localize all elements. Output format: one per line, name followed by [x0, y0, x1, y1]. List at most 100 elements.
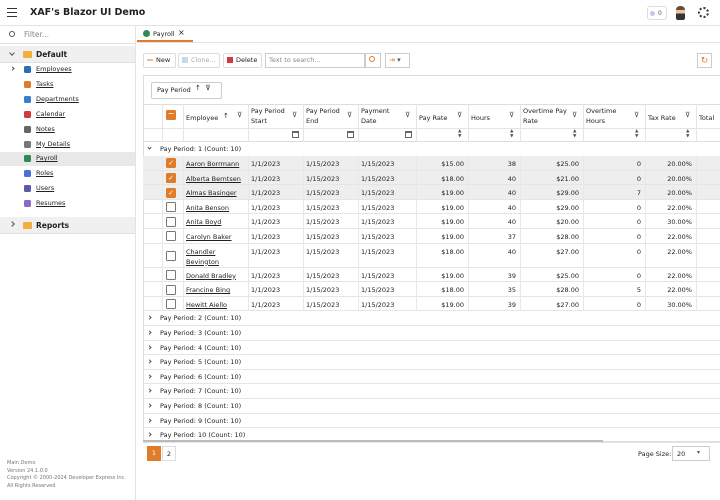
export-button[interactable]: ⇥ ▾ — [385, 53, 410, 68]
column-header[interactable]: Overtime Pay Rate — [523, 107, 567, 125]
cell-divider — [248, 214, 249, 229]
row-checkbox[interactable] — [166, 250, 176, 261]
refresh-button[interactable]: ↻ — [697, 53, 712, 68]
nav-group[interactable] — [0, 46, 135, 63]
employee-link[interactable]: Francine Bing — [186, 286, 231, 295]
nav-item[interactable]: Calendar — [36, 109, 66, 118]
column-filter[interactable]: ⊽ — [685, 111, 691, 119]
data-row[interactable] — [143, 244, 720, 268]
page-button[interactable]: 1 — [147, 446, 161, 461]
new-button[interactable] — [143, 53, 176, 68]
column-header[interactable]: Hours — [471, 114, 491, 122]
row-checkbox[interactable] — [166, 299, 176, 310]
group-row[interactable] — [143, 341, 720, 356]
delete-button-label: Delete — [236, 56, 258, 64]
data-row[interactable] — [143, 185, 720, 200]
employee-link[interactable]: Donald Bradley — [186, 271, 236, 280]
employee-link[interactable]: Anita Boyd — [186, 218, 222, 227]
row-checkbox[interactable]: ✓ — [166, 158, 176, 169]
column-filter[interactable]: ⊽ — [347, 111, 353, 119]
data-row[interactable] — [143, 229, 720, 244]
notification-badge[interactable]: 0 — [647, 6, 667, 20]
nav-item[interactable]: My Details — [36, 139, 71, 148]
nav-item[interactable]: Users — [36, 184, 55, 193]
group-row[interactable] — [143, 399, 720, 414]
cell-divider — [358, 185, 359, 200]
employee-link[interactable]: Carolyn Baker — [186, 233, 232, 241]
search-input[interactable] — [265, 53, 365, 68]
data-row[interactable] — [143, 170, 720, 186]
column-divider — [696, 104, 697, 142]
column-header[interactable]: Pay Period End — [306, 107, 340, 125]
group-row[interactable] — [143, 428, 720, 443]
column-header[interactable]: Total — [699, 114, 715, 122]
nav-item[interactable]: Notes — [36, 124, 55, 133]
column-header[interactable]: Payment Date — [361, 107, 390, 125]
data-row[interactable] — [143, 200, 720, 215]
employee-link[interactable]: Aaron Borrmann — [186, 160, 240, 168]
page-size-select[interactable]: 20 — [672, 446, 710, 461]
nav-item[interactable]: Resumes — [36, 199, 66, 208]
group-row[interactable] — [143, 355, 720, 370]
nav-item[interactable]: Employees — [36, 65, 72, 73]
nav-item[interactable]: Departments — [36, 94, 79, 103]
group-row[interactable] — [143, 370, 720, 385]
row-checkbox[interactable]: ✓ — [166, 187, 176, 198]
employee-link[interactable]: Alberta Berntsen — [186, 174, 241, 183]
column-filter[interactable]: ⊽ — [634, 111, 640, 119]
select-all[interactable]: − — [166, 109, 176, 120]
avatar[interactable] — [676, 6, 685, 20]
search-button[interactable] — [365, 53, 381, 68]
row-checkbox[interactable] — [166, 216, 176, 227]
row-checkbox[interactable] — [166, 284, 176, 295]
employee-link[interactable]: Almas Basinger — [186, 189, 237, 198]
cell: $27.00 — [556, 300, 579, 309]
data-row[interactable] — [143, 214, 720, 229]
data-row[interactable] — [143, 282, 720, 297]
cell-divider — [468, 156, 469, 171]
group-row-label: Pay Period: 3 (Count: 10) — [160, 329, 242, 337]
row-checkbox[interactable] — [166, 231, 176, 242]
row-checkbox[interactable] — [166, 202, 176, 213]
settings-button[interactable] — [698, 7, 709, 18]
nav-group[interactable] — [0, 217, 135, 234]
data-row[interactable] — [143, 297, 720, 312]
column-header[interactable]: Pay Period Start — [251, 107, 285, 125]
column-filter[interactable]: ⊽ — [457, 111, 463, 119]
group-row-label: Pay Period: 7 (Count: 10) — [160, 387, 242, 396]
column-header[interactable]: Overtime Hours — [586, 107, 617, 125]
column-header[interactable]: Employee — [186, 114, 219, 122]
menu-button[interactable] — [7, 8, 17, 17]
data-row[interactable] — [143, 268, 720, 283]
column-filter[interactable]: ⊽ — [292, 111, 298, 119]
nav-item-icon — [24, 95, 31, 103]
column-header[interactable]: Pay Rate — [419, 114, 448, 122]
filter-input[interactable]: Filter... — [24, 30, 50, 39]
column-filter[interactable]: ⊽ — [509, 111, 515, 119]
cell-divider — [520, 185, 521, 200]
group-row[interactable] — [143, 414, 720, 429]
group-row[interactable] — [143, 326, 720, 341]
cell-divider — [183, 282, 184, 297]
nav-item[interactable]: Payroll — [36, 154, 58, 163]
tab-close[interactable]: × — [178, 28, 185, 37]
column-filter[interactable]: ⊽ — [572, 111, 578, 119]
nav-item[interactable]: Roles — [36, 169, 54, 178]
tab[interactable] — [137, 26, 193, 42]
row-checkbox[interactable]: ✓ — [166, 172, 176, 183]
delete-button[interactable] — [223, 53, 262, 68]
column-filter[interactable]: ⊽ — [237, 111, 243, 119]
employee-link[interactable]: Anita Benson — [186, 203, 230, 212]
group-row[interactable] — [143, 311, 720, 326]
page-button[interactable]: 2 — [162, 446, 176, 461]
data-row[interactable] — [143, 156, 720, 171]
employee-link[interactable]: Hewitt Aiello — [186, 300, 228, 309]
column-header[interactable]: Tax Rate — [648, 114, 676, 122]
row-checkbox[interactable] — [166, 269, 176, 280]
clone-button[interactable] — [178, 53, 220, 68]
column-filter[interactable]: ⊽ — [405, 111, 411, 119]
group-row[interactable] — [143, 384, 720, 399]
nav-item[interactable]: Tasks — [36, 79, 54, 88]
group-panel-chip[interactable] — [151, 82, 222, 99]
employee-link[interactable]: Chandler Bevington — [186, 247, 220, 266]
